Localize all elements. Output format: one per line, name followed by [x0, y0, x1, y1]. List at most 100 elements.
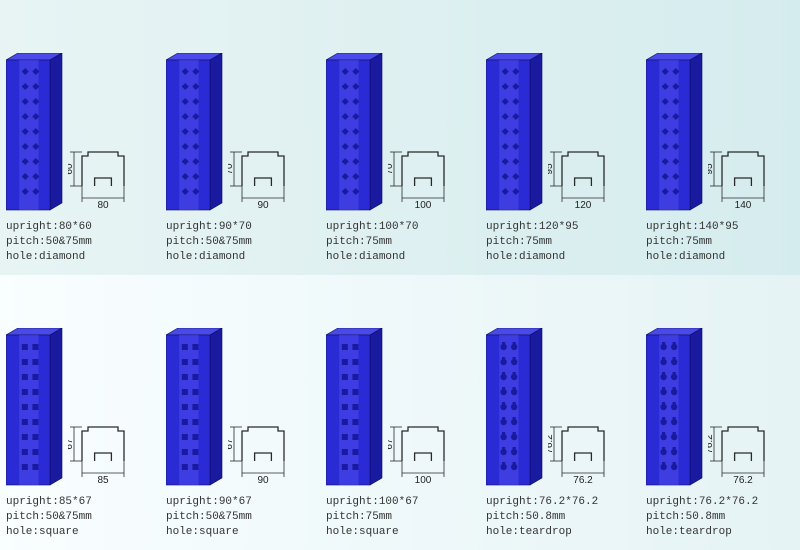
- upright-3d-icon: [486, 328, 544, 487]
- upright-3d-icon: [326, 328, 384, 487]
- upright-label: upright:120*95: [486, 220, 634, 235]
- figure-box: 90 67: [166, 285, 314, 487]
- profile-cross-section: 90 70: [228, 146, 298, 212]
- spec-labels: upright:100*67 pitch:75mm hole:square: [326, 495, 474, 540]
- pitch-label: pitch:75mm: [486, 235, 634, 250]
- profile-cross-section: 80 60: [68, 146, 138, 212]
- profile-height-label: 70: [388, 163, 395, 175]
- pitch-label: pitch:50&75mm: [166, 235, 314, 250]
- upright-3d-icon: [646, 53, 704, 212]
- spec-labels: upright:90*67 pitch:50&75mm hole:square: [166, 495, 314, 540]
- hole-label: hole:diamond: [6, 250, 154, 265]
- profile-cross-section: 120 95: [548, 146, 618, 212]
- figure-box: 90 70: [166, 10, 314, 212]
- spec-cell-0-1: 90 70 upright:90*70 pitch:50&75mm hole:d…: [160, 10, 320, 265]
- profile-height-label: 70: [228, 163, 235, 175]
- profile-cross-section: 100 67: [388, 421, 458, 487]
- profile-cross-section: 90 67: [228, 421, 298, 487]
- spec-row-2: 85 67 upright:85*67 pitch:50&75mm hole:s…: [0, 275, 800, 550]
- profile-width-label: 100: [415, 200, 432, 211]
- profile-height-label: 60: [68, 163, 75, 175]
- profile-cross-section: 85 67: [68, 421, 138, 487]
- upright-label: upright:80*60: [6, 220, 154, 235]
- pitch-label: pitch:75mm: [326, 510, 474, 525]
- spec-labels: upright:76.2*76.2 pitch:50.8mm hole:tear…: [646, 495, 794, 540]
- profile-cross-section: 140 95: [708, 146, 778, 212]
- upright-label: upright:76.2*76.2: [646, 495, 794, 510]
- hole-label: hole:square: [166, 525, 314, 540]
- spec-row-1: 80 60 upright:80*60 pitch:50&75mm hole:d…: [0, 0, 800, 275]
- upright-label: upright:140*95: [646, 220, 794, 235]
- pitch-label: pitch:75mm: [646, 235, 794, 250]
- upright-label: upright:85*67: [6, 495, 154, 510]
- hole-label: hole:diamond: [326, 250, 474, 265]
- upright-3d-icon: [166, 328, 224, 487]
- upright-3d-icon: [326, 53, 384, 212]
- upright-label: upright:90*67: [166, 495, 314, 510]
- spec-labels: upright:140*95 pitch:75mm hole:diamond: [646, 220, 794, 265]
- figure-box: 100 67: [326, 285, 474, 487]
- figure-box: 140 95: [646, 10, 794, 212]
- profile-width-label: 90: [257, 475, 269, 486]
- spec-labels: upright:80*60 pitch:50&75mm hole:diamond: [6, 220, 154, 265]
- spec-labels: upright:76.2*76.2 pitch:50.8mm hole:tear…: [486, 495, 634, 540]
- spec-labels: upright:120*95 pitch:75mm hole:diamond: [486, 220, 634, 265]
- spec-cell-1-0: 85 67 upright:85*67 pitch:50&75mm hole:s…: [0, 285, 160, 540]
- upright-3d-icon: [486, 53, 544, 212]
- pitch-label: pitch:50.8mm: [646, 510, 794, 525]
- spec-cell-0-0: 80 60 upright:80*60 pitch:50&75mm hole:d…: [0, 10, 160, 265]
- profile-height-label: 95: [708, 163, 715, 175]
- profile-width-label: 90: [257, 200, 269, 211]
- pitch-label: pitch:75mm: [326, 235, 474, 250]
- pitch-label: pitch:50.8mm: [486, 510, 634, 525]
- upright-3d-icon: [6, 328, 64, 487]
- spec-cell-1-4: 76.2 76.2 upright:76.2*76.2 pitch:50.8mm…: [640, 285, 800, 540]
- pitch-label: pitch:50&75mm: [6, 235, 154, 250]
- figure-box: 85 67: [6, 285, 154, 487]
- spec-labels: upright:85*67 pitch:50&75mm hole:square: [6, 495, 154, 540]
- hole-label: hole:diamond: [166, 250, 314, 265]
- profile-height-label: 67: [68, 438, 75, 450]
- figure-box: 80 60: [6, 10, 154, 212]
- spec-cell-1-3: 76.2 76.2 upright:76.2*76.2 pitch:50.8mm…: [480, 285, 640, 540]
- profile-cross-section: 100 70: [388, 146, 458, 212]
- profile-height-label: 67: [228, 438, 235, 450]
- figure-box: 76.2 76.2: [486, 285, 634, 487]
- spec-cell-0-4: 140 95 upright:140*95 pitch:75mm hole:di…: [640, 10, 800, 265]
- profile-height-label: 95: [548, 163, 555, 175]
- upright-3d-icon: [646, 328, 704, 487]
- profile-height-label: 67: [388, 438, 395, 450]
- profile-height-label: 76.2: [708, 434, 715, 454]
- profile-cross-section: 76.2 76.2: [708, 421, 778, 487]
- spec-cell-1-2: 100 67 upright:100*67 pitch:75mm hole:sq…: [320, 285, 480, 540]
- hole-label: hole:teardrop: [646, 525, 794, 540]
- profile-width-label: 80: [97, 200, 109, 211]
- upright-label: upright:76.2*76.2: [486, 495, 634, 510]
- hole-label: hole:square: [326, 525, 474, 540]
- upright-label: upright:100*67: [326, 495, 474, 510]
- hole-label: hole:diamond: [646, 250, 794, 265]
- spec-cell-1-1: 90 67 upright:90*67 pitch:50&75mm hole:s…: [160, 285, 320, 540]
- upright-label: upright:90*70: [166, 220, 314, 235]
- profile-width-label: 140: [735, 200, 752, 211]
- figure-box: 76.2 76.2: [646, 285, 794, 487]
- profile-width-label: 85: [97, 475, 109, 486]
- upright-3d-icon: [6, 53, 64, 212]
- pitch-label: pitch:50&75mm: [6, 510, 154, 525]
- figure-box: 100 70: [326, 10, 474, 212]
- spec-labels: upright:90*70 pitch:50&75mm hole:diamond: [166, 220, 314, 265]
- spec-labels: upright:100*70 pitch:75mm hole:diamond: [326, 220, 474, 265]
- figure-box: 120 95: [486, 10, 634, 212]
- profile-width-label: 76.2: [573, 475, 593, 486]
- hole-label: hole:diamond: [486, 250, 634, 265]
- hole-label: hole:square: [6, 525, 154, 540]
- spec-cell-0-2: 100 70 upright:100*70 pitch:75mm hole:di…: [320, 10, 480, 265]
- profile-cross-section: 76.2 76.2: [548, 421, 618, 487]
- spec-cell-0-3: 120 95 upright:120*95 pitch:75mm hole:di…: [480, 10, 640, 265]
- upright-3d-icon: [166, 53, 224, 212]
- profile-width-label: 120: [575, 200, 592, 211]
- profile-width-label: 76.2: [733, 475, 753, 486]
- pitch-label: pitch:50&75mm: [166, 510, 314, 525]
- upright-label: upright:100*70: [326, 220, 474, 235]
- profile-width-label: 100: [415, 475, 432, 486]
